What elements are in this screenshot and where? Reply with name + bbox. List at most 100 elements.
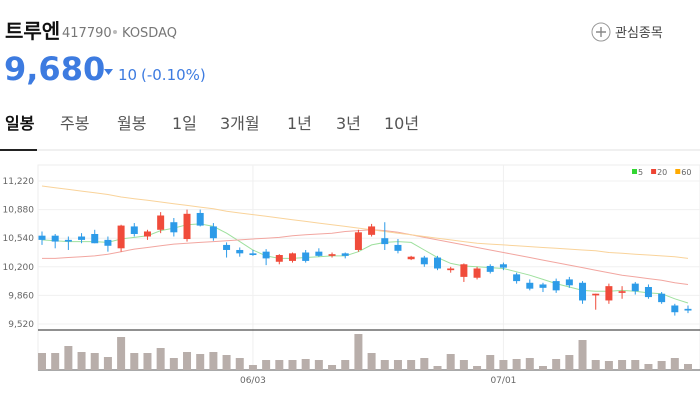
tab[interactable]: 1일 (172, 114, 197, 133)
chart-frame (37, 164, 700, 371)
candle-body (249, 253, 257, 256)
tab[interactable]: 주봉 (60, 114, 89, 133)
volume-bar (314, 360, 323, 370)
candle-body (64, 239, 72, 242)
candle-body (486, 265, 494, 272)
separator (113, 30, 117, 34)
y-tick-label: 10,540 (3, 234, 35, 244)
candle-body (473, 268, 481, 278)
candle-body (78, 236, 86, 240)
candle-body (315, 251, 323, 256)
candle-body (565, 279, 573, 286)
volume-bar (64, 346, 73, 370)
volume-bar (604, 361, 613, 370)
volume-bar (143, 353, 152, 370)
volume-bar (512, 359, 521, 370)
volume-bar (670, 358, 679, 370)
ma-line (41, 223, 689, 304)
volume-bar (433, 366, 442, 370)
x-tick-label: 07/01 (490, 376, 516, 386)
candle-body (526, 282, 534, 289)
y-tick-label: 11,220 (3, 177, 35, 187)
volume-bar (156, 348, 165, 370)
candle-body (354, 232, 362, 250)
volume-bar (538, 366, 547, 370)
volume-bar (183, 352, 192, 370)
candle-body (262, 251, 270, 259)
volume-bar (222, 355, 231, 370)
ma-line (41, 185, 689, 259)
candle-body (236, 249, 244, 254)
candle-body (460, 264, 468, 277)
candle-body (275, 255, 283, 262)
tab[interactable]: 일봉 (5, 114, 35, 133)
candle-body (394, 244, 402, 251)
volume-bar (618, 360, 627, 370)
tab[interactable]: 월봉 (117, 114, 146, 133)
candle-body (592, 293, 600, 296)
ma-line (42, 229, 689, 285)
watch-label[interactable]: 관심종목 (615, 26, 663, 41)
volume-bar (657, 361, 666, 370)
volume-bar (328, 365, 337, 370)
candle-body (302, 252, 310, 261)
volume-bar (51, 353, 60, 370)
volume-bar (117, 337, 126, 370)
stock-code: 417790 (62, 26, 112, 41)
candle-body (644, 286, 652, 298)
candle-body (407, 256, 415, 260)
legend-swatch (675, 169, 681, 174)
volume-bar (235, 358, 244, 370)
volume-bar (380, 360, 389, 370)
volume-bar (77, 352, 86, 370)
candle-body (499, 264, 507, 268)
candle-body (552, 281, 560, 291)
volume-bar (367, 353, 376, 370)
legend-swatch (632, 169, 637, 174)
candle-body (104, 239, 112, 246)
tab[interactable]: 3년 (336, 114, 361, 133)
volume-bar (103, 357, 112, 370)
candle-body (183, 213, 191, 240)
candle-body (91, 233, 99, 244)
volume-bar (459, 360, 468, 370)
volume-bar (354, 334, 363, 370)
market: KOSDAQ (122, 26, 177, 41)
candle-body (157, 215, 165, 230)
candle-body (209, 226, 217, 239)
tab[interactable]: 3개월 (220, 114, 260, 133)
candle-body (196, 212, 204, 226)
stock-name: 트루엔 (5, 19, 60, 43)
candle-body (328, 254, 336, 256)
volume-bar (407, 360, 416, 370)
volume-bar (631, 360, 640, 370)
candle-body (539, 284, 547, 288)
candle-body (341, 253, 349, 256)
y-tick-label: 9,520 (8, 320, 34, 330)
tab[interactable]: 10년 (384, 114, 419, 133)
x-tick-label: 06/03 (240, 376, 266, 386)
candle-body (51, 235, 59, 242)
candle-body (420, 257, 428, 265)
volume-bar (196, 354, 205, 370)
candle-body (447, 268, 455, 271)
volume-bar (169, 358, 178, 370)
watch-icon (591, 22, 611, 42)
candle-body (38, 235, 46, 240)
candle-body (170, 222, 178, 233)
candle-body (368, 226, 376, 235)
volume-bar (644, 364, 653, 370)
legend-label: 5 (638, 168, 643, 177)
volume-bar (684, 364, 692, 370)
volume-bar (578, 340, 587, 370)
volume-bar (565, 355, 574, 370)
candle-body (684, 308, 692, 311)
candle-body (605, 286, 613, 301)
candle-body (381, 238, 389, 245)
tab[interactable]: 1년 (287, 114, 312, 133)
change-pct: (-0.10%) (141, 66, 206, 84)
volume-bar (262, 360, 271, 370)
watch-button[interactable]: 관심종목 (591, 22, 663, 42)
tabs: 일봉 주봉 월봉 1일 3개월 1년 3년 10년 (5, 114, 419, 133)
